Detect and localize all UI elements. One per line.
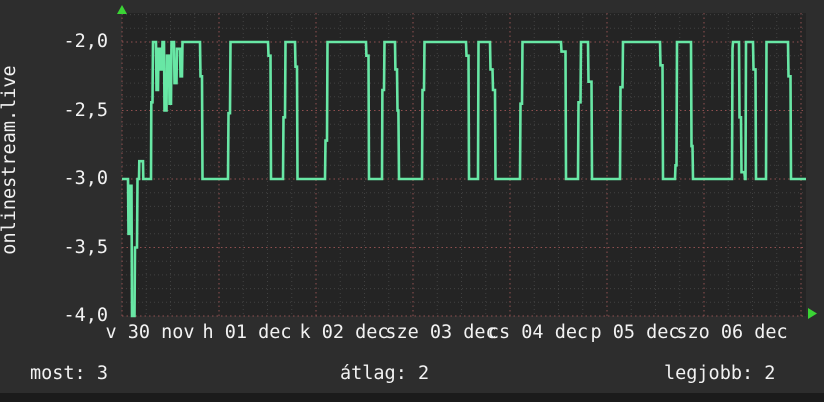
x-axis-end-arrow-icon bbox=[808, 308, 817, 319]
series-line bbox=[122, 40, 806, 318]
y-tick-label: -2,5 bbox=[63, 99, 108, 121]
y-tick-label: -2,0 bbox=[63, 31, 108, 52]
x-tick-label: p 05 dec bbox=[590, 322, 680, 343]
stat-legjobb: legjobb: 2 bbox=[664, 362, 775, 386]
stat-most-text: most: 3 bbox=[30, 363, 108, 384]
y-axis-title: onlinestream.live bbox=[0, 65, 20, 255]
x-tick-label: v 30 nov bbox=[105, 322, 195, 343]
bottom-bar bbox=[0, 393, 824, 402]
y-tick-label: -3,0 bbox=[63, 168, 108, 189]
plot-background bbox=[122, 13, 806, 316]
stat-atlag-text: átlag: 2 bbox=[340, 363, 430, 384]
y-tick-label: -3,5 bbox=[63, 236, 108, 258]
x-tick-label: szo 06 dec bbox=[676, 322, 788, 343]
x-tick-label: k 02 dec bbox=[299, 322, 389, 343]
x-tick-label: h 01 dec bbox=[202, 322, 292, 343]
y-tick-label: -4,0 bbox=[63, 305, 108, 326]
stat-legjobb-text: legjobb: 2 bbox=[664, 363, 776, 384]
stat-most: most: 3 bbox=[30, 362, 108, 386]
x-tick-label: sze 03 dec bbox=[385, 322, 497, 343]
y-axis-end-arrow-icon bbox=[117, 5, 127, 14]
x-tick-label: cs 04 dec bbox=[487, 322, 589, 343]
stat-atlag: átlag: 2 bbox=[340, 362, 429, 386]
